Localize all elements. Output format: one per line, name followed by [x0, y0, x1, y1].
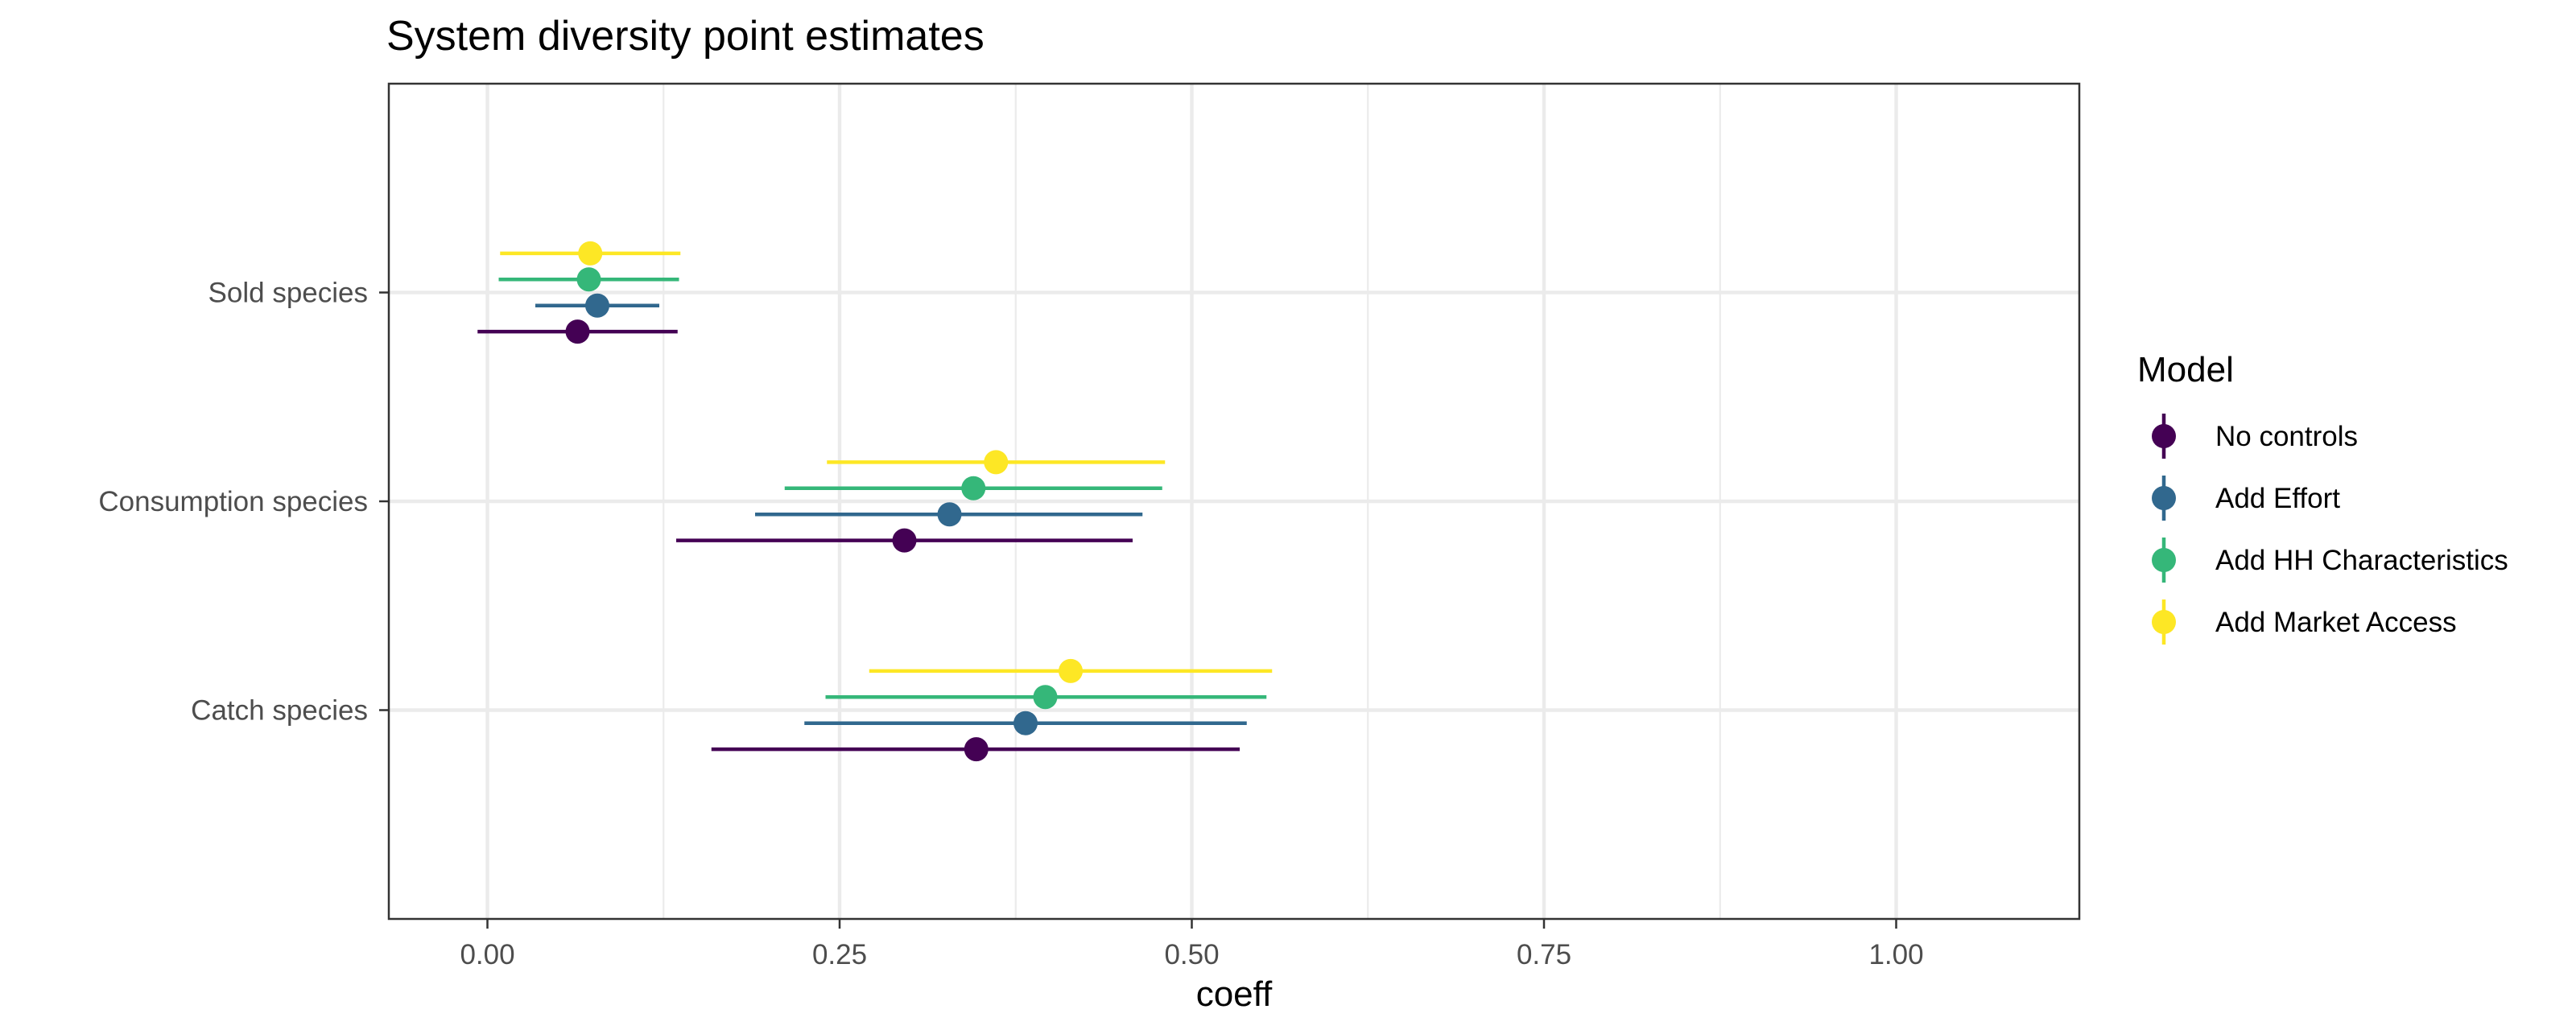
legend-key-point — [2152, 424, 2176, 448]
y-axis-tick-label: Catch species — [191, 695, 368, 727]
point-estimate — [1013, 711, 1038, 735]
series-layer — [477, 241, 1273, 762]
point-estimate — [892, 528, 917, 553]
legend-label: Add Effort — [2215, 483, 2340, 514]
point-estimate — [1059, 658, 1083, 683]
legend-label: No controls — [2215, 421, 2358, 452]
point-estimate — [937, 502, 962, 527]
x-axis-tick-label: 0.50 — [1164, 939, 1219, 970]
x-axis-tick-label: 0.00 — [460, 939, 514, 970]
x-axis-title: coeff — [1196, 974, 1273, 1014]
legend-label: Add HH Characteristics — [2215, 545, 2508, 576]
legend-key-point — [2152, 548, 2176, 572]
x-axis-tick-label: 0.75 — [1517, 939, 1571, 970]
legend: Model No controls Add Effort Add HH Charac… — [2137, 350, 2508, 645]
y-axis-tick-label: Consumption species — [98, 486, 368, 517]
point-estimate — [961, 476, 986, 501]
legend-item: Add Effort — [2152, 476, 2340, 521]
legend-key-point — [2152, 486, 2176, 510]
point-estimate — [565, 319, 590, 344]
point-estimate — [578, 241, 603, 266]
legend-label: Add Market Access — [2215, 607, 2457, 638]
series-add-market-access — [500, 241, 1273, 683]
point-estimate — [964, 737, 989, 762]
series-add-hh-characteristics — [498, 267, 1267, 710]
point-estimate — [1033, 685, 1058, 710]
point-estimate — [585, 293, 609, 318]
series-add-effort — [535, 293, 1247, 735]
point-estimate — [984, 450, 1009, 475]
x-axis-tick-label: 1.00 — [1868, 939, 1923, 970]
legend-item: No controls — [2152, 414, 2358, 459]
x-axis-tick-label: 0.25 — [812, 939, 867, 970]
point-estimate — [576, 267, 601, 292]
legend-item: Add Market Access — [2152, 599, 2457, 645]
axis-layer: 0.00 0.25 0.50 0.75 1.00 Sold species Consumpt… — [98, 278, 1923, 971]
legend-title: Model — [2137, 350, 2234, 389]
legend-key-point — [2152, 610, 2176, 634]
series-no-controls — [477, 319, 1240, 762]
grid-layer — [389, 84, 2079, 919]
y-axis-tick-label: Sold species — [208, 278, 368, 309]
legend-item: Add HH Characteristics — [2152, 538, 2508, 583]
chart-title: System diversity point estimates — [386, 13, 985, 60]
